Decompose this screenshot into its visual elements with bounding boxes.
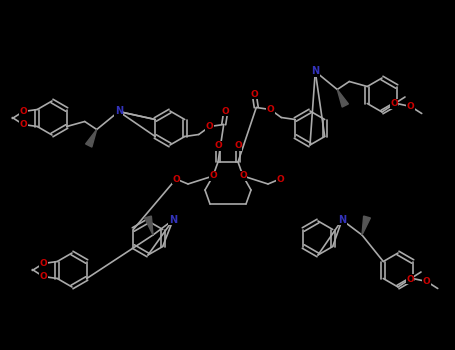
Text: O: O <box>406 274 414 284</box>
Text: N: N <box>169 215 177 225</box>
Text: O: O <box>390 99 398 108</box>
Text: O: O <box>214 141 222 150</box>
Text: O: O <box>250 90 258 99</box>
Text: O: O <box>209 172 217 181</box>
Polygon shape <box>362 216 370 235</box>
Text: O: O <box>206 122 213 131</box>
Text: O: O <box>172 175 180 183</box>
Text: N: N <box>338 215 346 225</box>
Text: O: O <box>40 272 47 281</box>
Text: N: N <box>115 106 123 117</box>
Text: O: O <box>20 120 27 129</box>
Text: O: O <box>234 141 242 150</box>
Text: O: O <box>407 102 415 111</box>
Text: O: O <box>423 277 430 286</box>
Polygon shape <box>145 216 153 235</box>
Text: O: O <box>239 172 247 181</box>
Text: N: N <box>311 66 319 77</box>
Text: O: O <box>20 107 27 116</box>
Text: O: O <box>267 105 274 114</box>
Text: O: O <box>40 259 47 268</box>
Text: O: O <box>276 175 284 183</box>
Polygon shape <box>337 90 349 107</box>
Polygon shape <box>86 130 97 147</box>
Text: O: O <box>222 107 230 116</box>
